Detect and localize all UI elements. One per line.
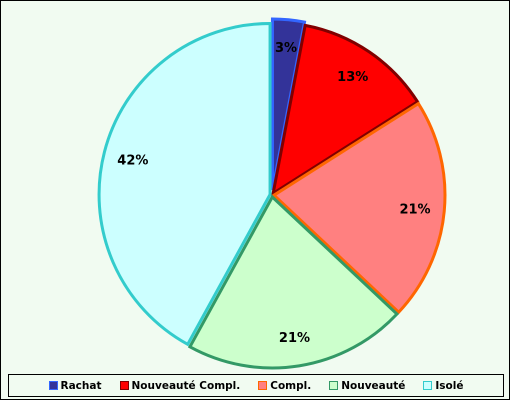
legend-item-3: Compl.: [258, 380, 311, 392]
legend-item-2: Nouveauté Compl.: [119, 379, 241, 392]
legend-swatch: [329, 381, 339, 390]
data-label-2: 13%: [337, 70, 368, 85]
pie-slice-3: [271, 101, 447, 315]
data-label-3: 21%: [399, 203, 430, 218]
data-label-4: 21%: [279, 331, 310, 346]
pie-slice-4: [187, 194, 400, 370]
legend-item-5: Isolé: [423, 380, 463, 392]
legend-swatch: [258, 381, 268, 390]
legend-swatch: [48, 381, 58, 390]
legend-label: Isolé: [435, 379, 464, 392]
legend-label: Nouveauté: [341, 379, 406, 392]
pie-slice-5: [97, 22, 272, 347]
pie-chart: 3% 13% 21% 21% 42%: [97, 17, 447, 370]
data-label-1: 3%: [275, 41, 297, 56]
legend-swatch: [423, 381, 433, 390]
legend-swatch: [119, 381, 129, 390]
pie-slice-2: [271, 23, 420, 197]
legend-label: Compl.: [270, 379, 312, 392]
legend-label: Rachat: [60, 379, 102, 392]
legend-label: Nouveauté Compl.: [131, 379, 241, 392]
legend-item-4: Nouveauté: [329, 380, 405, 392]
chart-legend: Rachat Nouveauté Compl. Compl. Nouveauté Iso…: [8, 374, 504, 397]
legend-item-1: Rachat: [48, 379, 102, 392]
data-label-5: 42%: [117, 153, 148, 168]
